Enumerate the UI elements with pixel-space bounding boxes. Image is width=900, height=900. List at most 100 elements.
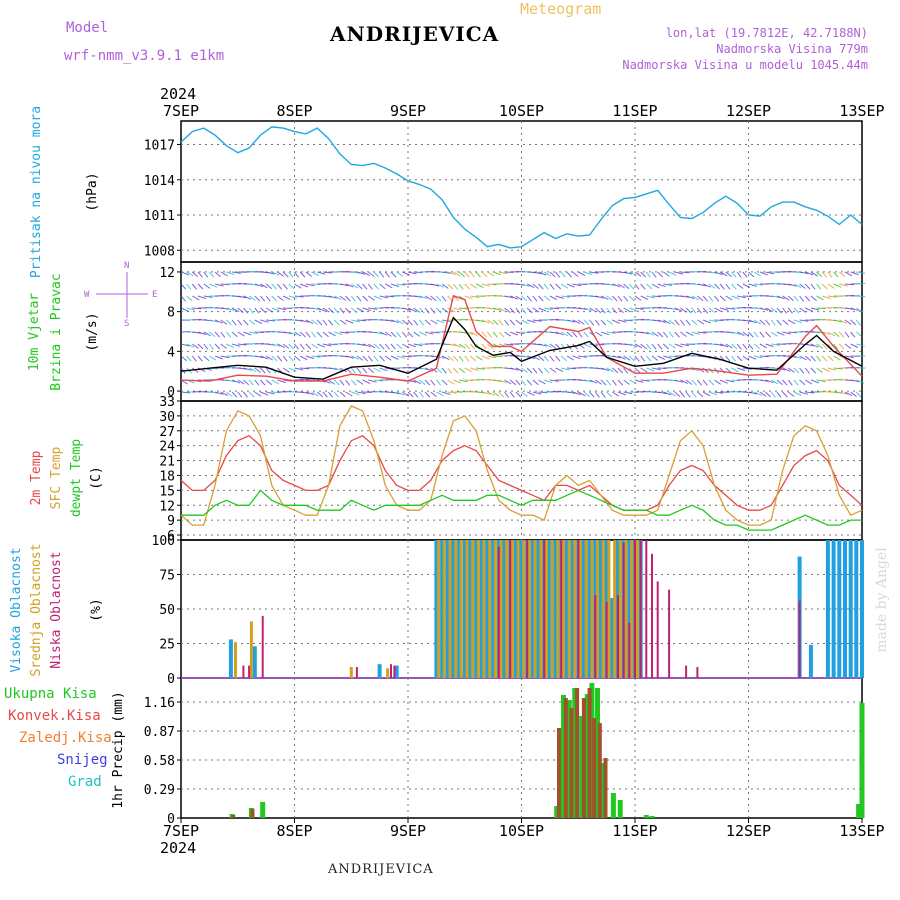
wind-arrow	[498, 391, 505, 398]
wind-arrow	[691, 295, 700, 301]
wind-arrow	[243, 367, 252, 371]
wind-arrow	[561, 367, 570, 371]
y-tick-label: 25	[159, 638, 175, 653]
wind-arrow	[731, 379, 741, 382]
cloud-bar-1	[516, 540, 520, 678]
precip-bar-0	[649, 816, 655, 818]
y-tick-label: 0	[167, 812, 175, 827]
wind-arrow	[697, 307, 702, 314]
wind-arrow	[765, 307, 774, 312]
cloud-bar-1	[635, 540, 639, 678]
wind-arrow	[356, 319, 366, 322]
wind-arrow	[345, 391, 353, 397]
wind-arrow	[407, 307, 416, 312]
wind-arrow	[441, 283, 449, 289]
wind-arrow	[549, 367, 557, 373]
wind-arrow	[742, 367, 752, 370]
wind-arrow	[646, 283, 653, 290]
wind-arrow	[441, 379, 448, 386]
wind-arrow	[504, 343, 514, 346]
precip-bar-0	[600, 763, 606, 818]
x-tick-label-top: 13SEP	[839, 102, 884, 120]
wind-arrow	[770, 331, 778, 337]
wind-arrow	[231, 343, 241, 347]
wind-arrow	[186, 283, 192, 290]
wind-arrow	[538, 391, 548, 394]
wind-arrow	[543, 367, 550, 374]
wind-arrow	[850, 307, 859, 312]
wind-arrow	[203, 283, 211, 289]
precip-bar-0	[260, 802, 266, 818]
wind-arrow	[566, 319, 576, 323]
wind-arrow	[237, 343, 247, 346]
wind-arrow	[702, 391, 711, 397]
wind-arrow	[634, 343, 643, 349]
wind-arrow	[294, 367, 304, 371]
wind-arrow	[266, 391, 275, 395]
wind-arrow	[600, 367, 610, 372]
wind-arrow	[611, 307, 618, 314]
cloud-bar-2	[605, 602, 608, 678]
wind-arrow	[759, 379, 769, 382]
wind-arrow	[271, 283, 277, 290]
cloud-bar-2	[577, 540, 580, 678]
wind-arrow	[821, 343, 828, 350]
wind-arrow	[617, 319, 627, 323]
wind-arrow	[288, 331, 297, 336]
cloud-bar-1	[488, 540, 492, 678]
wind-arrow	[855, 331, 863, 338]
station-title: ANDRIJEVICA	[330, 22, 500, 46]
wind-arrow	[691, 319, 698, 326]
cloud-bar-2	[685, 665, 688, 678]
x-tick-label-bottom: 13SEP	[839, 822, 884, 840]
wind-arrow	[685, 379, 693, 385]
wind-arrow	[328, 295, 337, 299]
cloud-bar-2	[543, 540, 546, 678]
wind-arrow	[748, 319, 757, 324]
lonlat-label: lon,lat (19.7812E, 42.7188N)	[665, 26, 868, 40]
wind-arrow	[283, 331, 292, 335]
wind-arrow	[731, 367, 739, 373]
wind-arrow	[759, 319, 766, 326]
wind-arrow	[271, 355, 278, 362]
wind-arrow	[345, 283, 354, 288]
precip-bar-1	[250, 809, 255, 818]
wind-arrow	[316, 331, 323, 338]
precip-bar-0	[610, 793, 616, 818]
cloud-bar-1	[499, 540, 503, 678]
wind-arrow	[680, 319, 685, 326]
wind-arrow	[373, 271, 380, 278]
wind-arrow	[413, 331, 420, 337]
wind-arrow	[192, 307, 202, 310]
footer-station: ANDRIJEVICA	[328, 862, 434, 877]
wind-arrow	[634, 355, 640, 362]
wind-arrow	[725, 355, 731, 362]
wind-arrow	[294, 283, 302, 289]
wind-arrow	[736, 331, 745, 336]
wind-arrow	[827, 295, 837, 298]
wind-arrow	[492, 319, 499, 326]
wind-arrow	[464, 355, 470, 362]
wind-arrow	[799, 295, 805, 302]
wind-arrow	[787, 367, 795, 373]
wind-arrow	[799, 283, 806, 289]
wind-arrow	[294, 331, 302, 337]
wind-arrow	[578, 391, 586, 397]
wind-arrow	[356, 271, 366, 275]
wind-arrow	[504, 391, 509, 398]
wind-arrow	[657, 283, 666, 288]
wind-arrow	[334, 331, 343, 336]
wind-arrow	[413, 379, 422, 385]
precip-bar-0	[643, 815, 649, 818]
wind-arrow	[759, 355, 769, 358]
cloud-bar-1	[471, 540, 475, 678]
wind-arrow	[470, 367, 479, 371]
wind-arrow	[350, 367, 357, 374]
wind-arrow	[543, 343, 552, 348]
x-tick-label-bottom: 10SEP	[499, 822, 544, 840]
cloud-ylabel-low: Niska Oblacnost	[49, 551, 64, 668]
wind-arrow	[203, 295, 213, 298]
wind-arrow	[192, 295, 200, 301]
wind-arrow	[385, 295, 395, 298]
